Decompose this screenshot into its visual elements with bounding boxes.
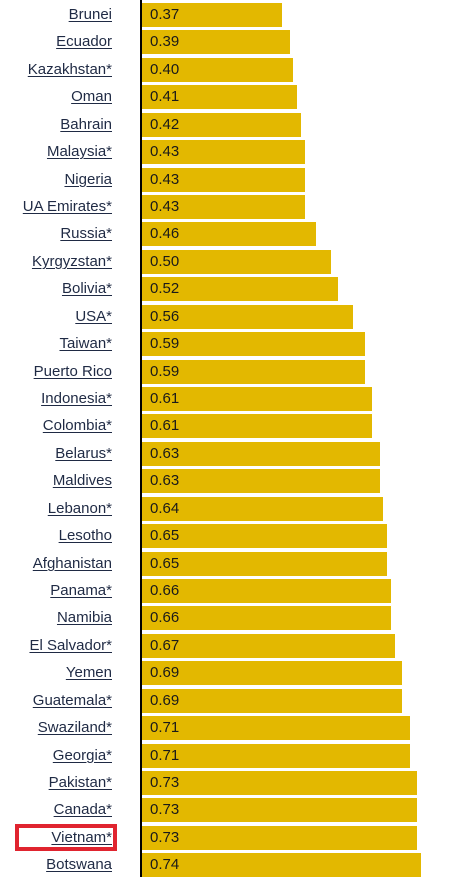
bar (142, 140, 305, 165)
category-label[interactable]: Maldives (52, 472, 112, 490)
bar (142, 716, 410, 741)
bar (142, 3, 282, 27)
category-label[interactable]: Oman (71, 88, 112, 106)
bar (142, 688, 403, 713)
value-label: 0.71 (150, 719, 180, 737)
category-label[interactable]: Canada* (53, 801, 112, 819)
bar (142, 414, 373, 439)
value-label: 0.64 (150, 499, 180, 517)
value-label: 0.40 (150, 60, 180, 78)
bar (142, 85, 298, 110)
value-label: 0.74 (150, 856, 180, 874)
value-label: 0.42 (150, 115, 180, 133)
category-label[interactable]: Kyrgyzstan* (31, 252, 112, 270)
bar (142, 332, 365, 357)
bar (142, 524, 388, 549)
value-label: 0.43 (150, 143, 180, 161)
category-label[interactable]: Taiwan* (59, 335, 112, 353)
value-label: 0.46 (150, 225, 180, 243)
value-label: 0.43 (150, 170, 180, 188)
value-label: 0.43 (150, 198, 180, 215)
bar (142, 661, 403, 686)
value-label: 0.63 (150, 472, 180, 490)
bar (142, 57, 294, 82)
value-label: 0.63 (150, 444, 180, 462)
category-label[interactable]: Bolivia* (61, 280, 112, 298)
value-label: 0.59 (150, 362, 180, 380)
category-label[interactable]: UA Emirates* (22, 198, 112, 215)
value-label: 0.73 (150, 801, 180, 819)
value-label: 0.56 (150, 307, 180, 325)
bar (142, 222, 316, 247)
category-label[interactable]: Vietnam* (51, 828, 112, 846)
bar (142, 743, 410, 768)
bar (142, 579, 391, 604)
bar (142, 304, 354, 329)
bar (142, 30, 290, 55)
category-label[interactable]: Pakistan* (48, 774, 112, 792)
category-label[interactable]: Malaysia* (46, 143, 112, 161)
bar (142, 112, 301, 137)
value-label: 0.61 (150, 390, 180, 408)
category-label[interactable]: Ecuador (56, 33, 112, 51)
category-label[interactable]: Yemen (65, 664, 112, 682)
category-label[interactable]: Namibia (56, 609, 112, 627)
value-label: 0.41 (150, 88, 180, 106)
bar (142, 195, 305, 219)
value-label: 0.50 (150, 252, 180, 270)
category-label[interactable]: Panama* (50, 582, 112, 600)
bar (142, 249, 331, 274)
category-label[interactable]: Nigeria (64, 170, 112, 188)
category-label[interactable]: Lesotho (58, 527, 112, 545)
bar (142, 825, 418, 850)
category-label[interactable]: El Salvador* (29, 636, 112, 654)
value-label: 0.61 (150, 417, 180, 435)
value-label: 0.65 (150, 527, 180, 545)
category-label[interactable]: Indonesia* (41, 390, 112, 408)
value-label: 0.69 (150, 664, 180, 682)
category-label[interactable]: Belarus* (55, 444, 112, 462)
category-label[interactable]: Colombia* (42, 417, 112, 435)
category-label[interactable]: Afghanistan (32, 554, 112, 572)
bar (142, 606, 391, 631)
value-label: 0.66 (150, 609, 180, 627)
category-label[interactable]: USA* (75, 307, 112, 325)
bar (142, 798, 418, 823)
bar (142, 496, 384, 521)
bar (142, 469, 380, 494)
bar (142, 441, 380, 466)
bar (142, 853, 421, 877)
value-label: 0.73 (150, 774, 180, 792)
value-label: 0.71 (150, 746, 180, 764)
bar (142, 771, 418, 796)
category-label[interactable]: Botswana (46, 856, 112, 874)
category-label[interactable]: Swaziland* (37, 719, 112, 737)
value-label: 0.52 (150, 280, 180, 298)
bar (142, 551, 388, 576)
category-label[interactable]: Georgia* (52, 746, 112, 764)
category-label[interactable]: Kazakhstan* (27, 60, 112, 78)
value-label: 0.65 (150, 554, 180, 572)
category-label[interactable]: Bahrain (60, 115, 112, 133)
value-label: 0.67 (150, 636, 180, 654)
value-label: 0.69 (150, 691, 180, 709)
category-label[interactable]: Brunei (68, 6, 112, 23)
bar (142, 633, 395, 658)
category-label[interactable]: Puerto Rico (33, 362, 112, 380)
category-label[interactable]: Guatemala* (32, 691, 112, 709)
category-label[interactable]: Lebanon* (47, 499, 112, 517)
highlight-box (15, 823, 117, 851)
value-label: 0.73 (150, 828, 180, 846)
bar (142, 359, 365, 384)
y-axis-line (140, 0, 142, 877)
value-label: 0.66 (150, 582, 180, 600)
value-label: 0.39 (150, 33, 180, 51)
bar (142, 167, 305, 192)
value-label: 0.59 (150, 335, 180, 353)
category-label[interactable]: Russia* (60, 225, 112, 243)
value-label: 0.37 (150, 6, 180, 23)
bar (142, 387, 373, 412)
bar (142, 277, 339, 302)
